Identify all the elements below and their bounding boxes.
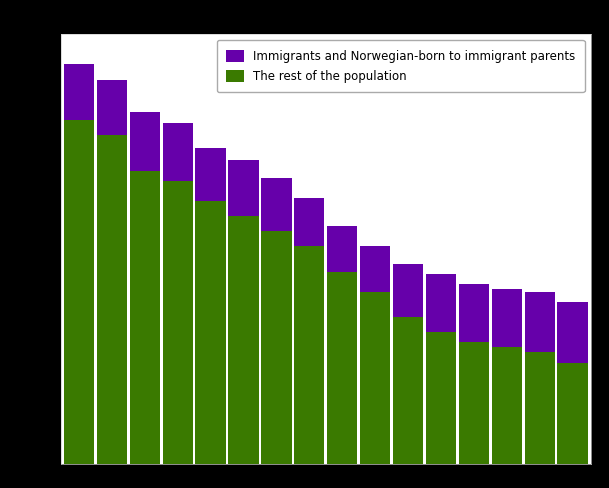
Bar (64, 120, 94, 464)
Bar (97, 135, 127, 464)
Bar (491, 347, 522, 464)
Bar (294, 246, 325, 464)
Bar (261, 178, 292, 231)
Bar (97, 80, 127, 135)
Bar (524, 292, 555, 352)
Legend: Immigrants and Norwegian-born to immigrant parents, The rest of the population: Immigrants and Norwegian-born to immigra… (217, 40, 585, 92)
Bar (459, 343, 489, 464)
Bar (195, 148, 226, 201)
Bar (327, 226, 357, 272)
Bar (163, 181, 193, 464)
Bar (163, 122, 193, 181)
Bar (294, 198, 325, 246)
Bar (360, 246, 390, 292)
Bar (459, 284, 489, 343)
Bar (393, 317, 423, 464)
Bar (426, 274, 456, 332)
Bar (228, 216, 259, 464)
Bar (393, 264, 423, 317)
Bar (228, 161, 259, 216)
Bar (130, 171, 160, 464)
Bar (557, 302, 588, 363)
Bar (64, 64, 94, 120)
Bar (130, 112, 160, 171)
Bar (557, 363, 588, 464)
Bar (261, 231, 292, 464)
Bar (360, 292, 390, 464)
Bar (491, 289, 522, 347)
Bar (195, 201, 226, 464)
Bar (426, 332, 456, 464)
Bar (327, 272, 357, 464)
Bar (524, 352, 555, 464)
